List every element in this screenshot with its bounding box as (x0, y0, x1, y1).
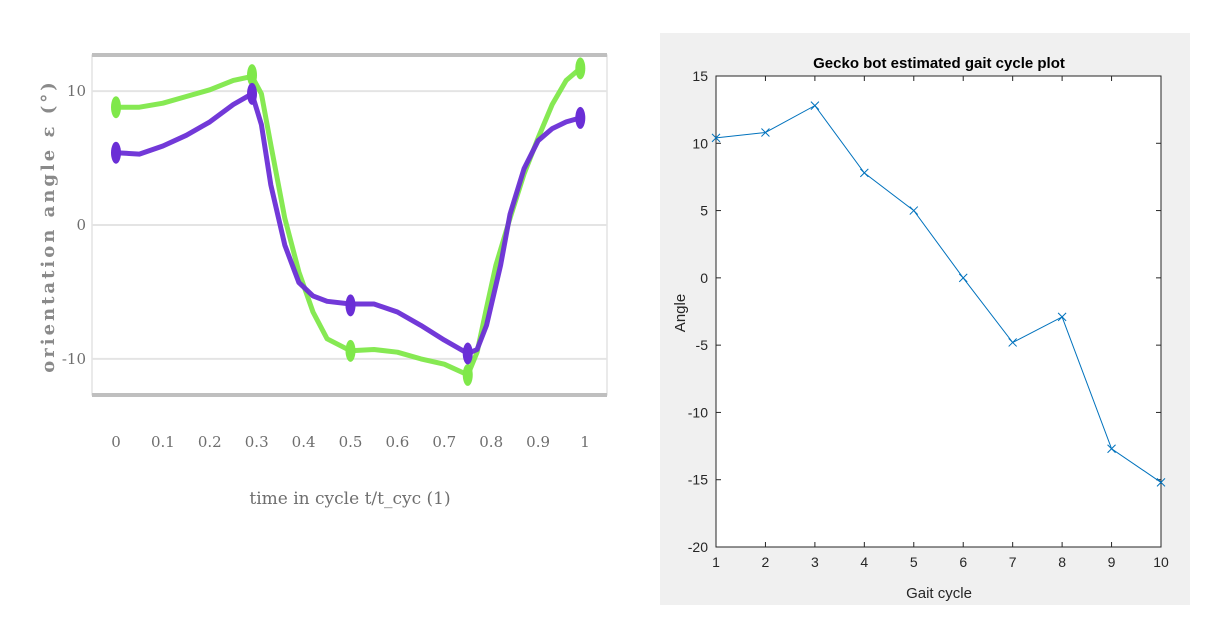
left-series-2-marker (111, 141, 121, 164)
left-series-markers (111, 57, 586, 386)
right-x-tick-label: 4 (860, 554, 868, 570)
right-data-point (1156, 478, 1166, 487)
left-x-axis-label: time in cycle t/t_cyc (1) (249, 489, 450, 509)
x-marker-stroke (859, 168, 869, 178)
left-x-tick-label: 0.4 (292, 433, 316, 451)
right-data-point (859, 168, 869, 178)
right-x-tick-label: 10 (1153, 554, 1169, 570)
x-marker-stroke (1008, 338, 1018, 347)
left-x-tick-label: 0.2 (198, 433, 222, 451)
right-x-tick-label: 7 (1009, 554, 1017, 570)
right-y-tick-label: 15 (692, 68, 708, 84)
right-data-point (958, 273, 968, 283)
right-series-line (715, 104, 1162, 483)
left-x-tick-label: 0.9 (526, 433, 550, 451)
left-series-1-marker (462, 363, 473, 386)
left-x-tick-label: 0.3 (245, 433, 269, 451)
left-y-tick-label: -10 (62, 350, 86, 368)
right-data-point (810, 101, 820, 110)
left-series-2-marker (575, 106, 586, 129)
right-y-tick-label: 5 (700, 203, 708, 219)
right-x-tick-label: 1 (712, 554, 720, 570)
right-y-tick-label: -15 (688, 472, 708, 488)
left-y-tick-label: 0 (76, 216, 86, 234)
x-marker-stroke (1057, 312, 1067, 322)
gait-cycle-chart: 1 2 3 4 5 6 7 8 9 10 15 10 5 0 -5 -10 -15 -20 Gecko bot … (660, 33, 1190, 605)
right-x-tick-label: 8 (1058, 554, 1066, 570)
right-y-tick-label: -10 (688, 404, 708, 420)
right-chart-title: Gecko bot estimated gait cycle plot (813, 55, 1065, 72)
left-x-tick-label: 0.1 (151, 433, 175, 451)
left-x-tick-label: 1 (580, 433, 590, 451)
left-x-tick-label: 0.6 (385, 433, 409, 451)
left-series-1-marker (345, 339, 356, 362)
right-y-tick-label: 10 (692, 135, 708, 151)
x-marker-stroke (909, 206, 919, 215)
left-x-tick-label: 0 (111, 433, 121, 451)
right-y-ticks: 15 10 5 0 -5 -10 -15 -20 (688, 68, 1161, 555)
left-series-1-marker (247, 64, 258, 87)
right-x-tick-label: 5 (910, 554, 918, 570)
x-marker-stroke (1107, 444, 1116, 454)
left-series-1-marker (575, 57, 586, 80)
right-y-axis-label: Angle (672, 294, 689, 332)
right-y-tick-label: -20 (688, 539, 708, 555)
right-y-tick-label: -5 (696, 337, 709, 353)
right-data-point (761, 128, 770, 137)
left-x-tick-label: 0.5 (339, 433, 363, 451)
left-y-axis-label: orientation angle ε (°) (38, 79, 59, 373)
x-marker-stroke (958, 273, 968, 283)
left-series-2-marker (462, 342, 473, 365)
left-series-1-marker (111, 96, 121, 119)
right-data-point (1008, 338, 1018, 347)
x-marker-stroke (1156, 478, 1166, 487)
x-marker-stroke (711, 133, 721, 143)
right-x-tick-label: 6 (959, 554, 967, 570)
right-x-axis-label: Gait cycle (906, 585, 972, 602)
right-data-point (1107, 444, 1116, 454)
axes-background (715, 75, 1162, 548)
left-series-2-marker (247, 82, 258, 105)
left-series-line-2 (113, 91, 583, 356)
right-x-tick-label: 2 (762, 554, 770, 570)
right-data-point (711, 133, 721, 143)
right-data-point (909, 206, 919, 215)
left-x-tick-label: 0.8 (479, 433, 503, 451)
right-x-ticks: 1 2 3 4 5 6 7 8 9 10 (712, 76, 1169, 570)
left-series-2-marker (345, 294, 356, 317)
left-y-tick-label: 10 (67, 82, 86, 100)
right-x-tick-label: 9 (1108, 554, 1116, 570)
x-marker-stroke (810, 101, 820, 110)
orientation-angle-chart: 10 0 -10 0 0.1 0.2 0.3 0.4 0.5 0.6 0.7 0.8 0.9 1 ori… (38, 53, 608, 509)
left-series-lines (113, 65, 583, 378)
x-marker-stroke (761, 128, 770, 137)
right-y-tick-label: 0 (700, 270, 708, 286)
left-y-ticks: 10 0 -10 (62, 82, 86, 368)
right-data-point (1057, 312, 1067, 322)
left-x-tick-label: 0.7 (432, 433, 456, 451)
right-x-tick-label: 3 (811, 554, 819, 570)
right-series (711, 101, 1166, 487)
left-x-ticks: 0 0.1 0.2 0.3 0.4 0.5 0.6 0.7 0.8 0.9 1 (111, 433, 590, 451)
